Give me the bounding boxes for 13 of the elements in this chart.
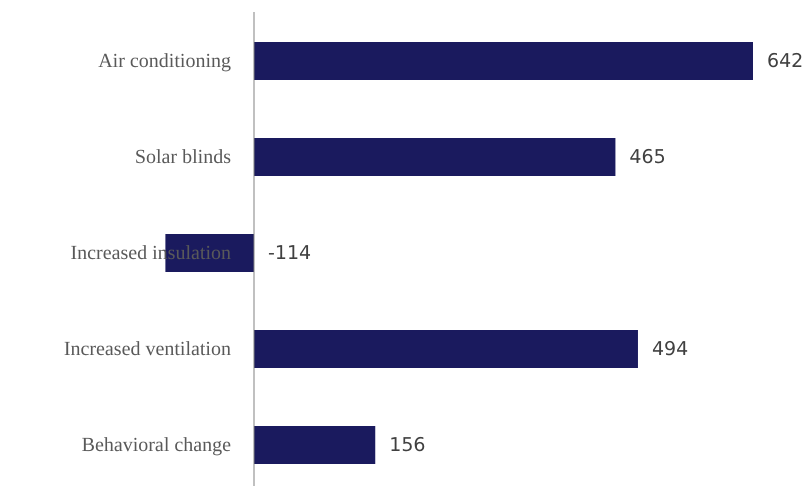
y-tick-label: Solar blinds: [134, 146, 232, 168]
data-label: -114: [268, 242, 312, 264]
data-label: 642: [767, 50, 804, 72]
data-label: 494: [652, 338, 688, 360]
bar: [254, 42, 753, 80]
bar: [254, 330, 638, 368]
data-label: 465: [629, 146, 666, 168]
data-label: 156: [389, 434, 426, 456]
y-tick-label: Behavioral change: [82, 434, 232, 456]
bar: [254, 138, 616, 176]
y-tick-label: Increased ventilation: [64, 338, 231, 360]
bar: [254, 426, 376, 464]
y-tick-label: Air conditioning: [98, 50, 231, 72]
